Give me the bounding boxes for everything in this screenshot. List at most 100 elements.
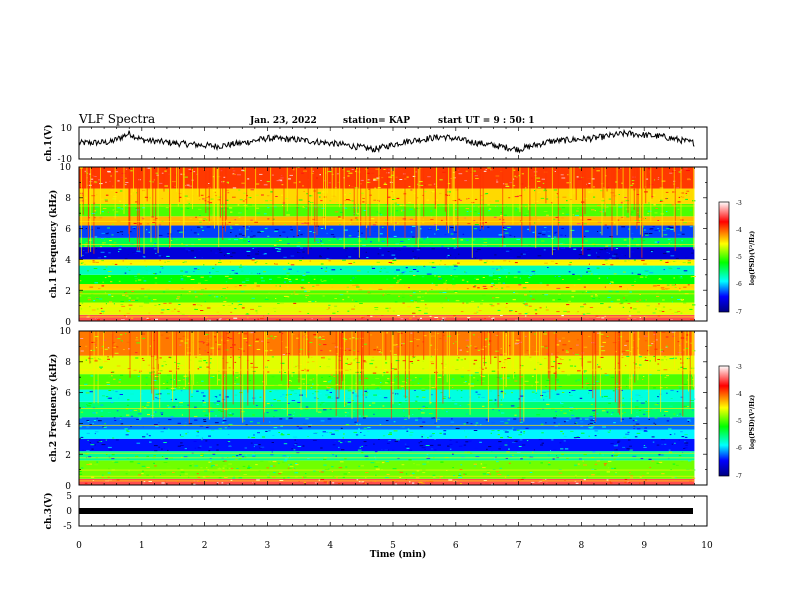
spectrogram-speckle [509, 437, 512, 439]
spectrogram-speckle [604, 259, 608, 261]
spectrogram-speckle [215, 271, 219, 272]
spectrogram-speckle [383, 169, 386, 170]
spectrogram-speckle [459, 483, 462, 484]
spectrogram-speckle [670, 228, 674, 230]
spectrogram-streak [169, 167, 171, 249]
spectrogram-speckle [374, 309, 379, 311]
spectrogram-speckle [500, 314, 503, 316]
spectrogram-streak [392, 331, 394, 405]
spectrogram-speckle [654, 404, 659, 406]
spectrogram-speckle [592, 410, 596, 412]
spectrogram-speckle [89, 173, 91, 175]
spectrogram-speckle [623, 412, 626, 413]
spectrogram-speckle [593, 196, 596, 198]
spectrogram-speckle [546, 284, 549, 286]
spectrogram-speckle [421, 390, 426, 391]
spectrogram-speckle [485, 169, 488, 170]
spectrogram-speckle [537, 186, 541, 188]
spectrogram-speckle [116, 232, 120, 233]
spectrogram-speckle [228, 463, 232, 465]
spectrogram-speckle [649, 228, 654, 230]
spectrogram-speckle [427, 176, 431, 178]
spectrogram-speckle [373, 394, 377, 396]
spectrogram-speckle [677, 311, 681, 312]
spectrogram-speckle [204, 334, 207, 336]
spectrogram-speckle [209, 272, 211, 274]
spectrogram-speckle [101, 477, 104, 479]
spectrogram-speckle [466, 298, 468, 299]
spectrogram-speckle [620, 202, 623, 204]
spectrogram-speckle [575, 482, 579, 484]
spectrogram-speckle [449, 439, 452, 441]
spectrogram-speckle [269, 200, 273, 201]
spectrogram-speckle [302, 287, 306, 289]
ch1-waveform-panel: 10 -10 ch.1(V) [43, 124, 708, 165]
spectrogram-speckle [305, 370, 309, 372]
spectrogram-speckle [194, 291, 197, 293]
spectrogram-speckle [685, 198, 688, 200]
spectrogram-streak [253, 331, 255, 405]
spectrogram-streak [582, 331, 583, 389]
spectrogram-speckle [320, 263, 324, 265]
spectrogram-speckle [399, 204, 403, 206]
spectrogram-speckle [154, 388, 158, 390]
spectrogram-speckle [588, 263, 590, 265]
spectrogram-speckle [95, 261, 99, 263]
spectrogram-speckle [86, 426, 90, 428]
spectrogram-speckle [440, 392, 443, 394]
spectrogram-speckle [683, 383, 688, 385]
spectrogram-speckle [627, 303, 631, 304]
spectrogram-speckle [417, 417, 422, 419]
spectrogram-speckle [583, 286, 586, 288]
spectrogram-speckle [81, 229, 86, 230]
spectrogram-speckle [365, 472, 369, 474]
spectrogram-speckle [597, 231, 599, 232]
spectrogram-speckle [573, 248, 577, 250]
spectrogram-streak [288, 331, 289, 388]
spectrogram-speckle [362, 394, 367, 396]
spectrogram-speckle [543, 190, 547, 192]
spectrogram-streak [242, 331, 244, 423]
spectrogram-speckle [232, 170, 236, 172]
spectrogram-speckle [153, 462, 155, 464]
ch2-spectrogram-heatmap [79, 331, 707, 485]
spectrogram-speckle [474, 465, 476, 467]
spectrogram-speckle [574, 365, 577, 367]
spectrogram-speckle [346, 255, 348, 257]
spectrogram-speckle [655, 308, 657, 310]
spectrogram-speckle [545, 481, 548, 483]
spectrogram-speckle [282, 267, 285, 269]
spectrogram-speckle [636, 300, 639, 302]
spectrogram-speckle [149, 441, 152, 443]
spectrogram-speckle [560, 410, 563, 412]
spectrogram-streak [691, 331, 693, 377]
spectrogram-speckle [498, 279, 500, 281]
spectrogram-speckle [288, 464, 290, 466]
spectrogram-speckle [455, 222, 459, 224]
spectrogram-speckle [561, 227, 564, 229]
spectrogram-speckle [398, 295, 400, 297]
spectrogram-speckle [208, 435, 211, 437]
spectrogram-speckle [321, 306, 323, 308]
spectrogram-speckle [608, 290, 613, 292]
spectrogram-speckle [382, 405, 385, 407]
spectrogram-speckle [297, 365, 299, 367]
spectrogram-speckle [160, 266, 164, 267]
spectrogram-speckle [211, 464, 216, 466]
spectrogram-streak [622, 167, 624, 220]
spectrogram-speckle [419, 181, 423, 183]
spectrogram-speckle [199, 221, 202, 223]
spectrogram-streak [508, 331, 509, 358]
spectrogram-speckle [470, 210, 472, 212]
spectrogram-speckle [111, 458, 115, 460]
spectrogram-speckle [219, 249, 221, 251]
spectrogram-speckle [374, 451, 378, 453]
spectrogram-speckle [612, 412, 614, 413]
spectrogram-speckle [553, 372, 557, 374]
spectrogram-speckle [269, 278, 272, 280]
spectrogram-speckle [217, 348, 221, 350]
spectrogram-speckle [202, 476, 206, 478]
spectrogram-speckle [523, 189, 526, 191]
spectrogram-speckle [299, 291, 302, 293]
spectrogram-speckle [466, 302, 469, 304]
